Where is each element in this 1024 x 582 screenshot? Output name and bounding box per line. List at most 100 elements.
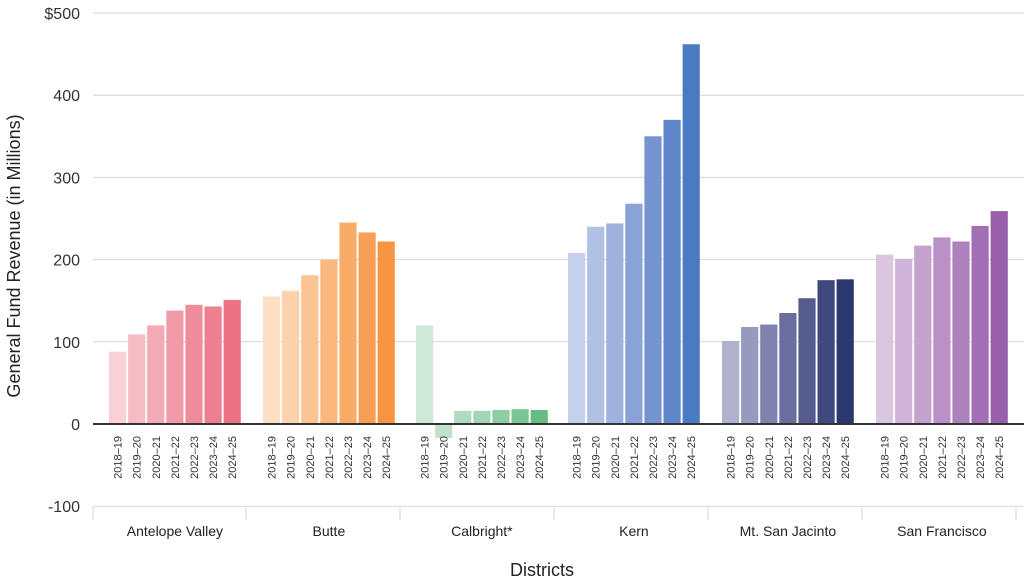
district-label: Antelope Valley — [127, 523, 223, 539]
year-tick-label: 2019–20 — [591, 436, 603, 479]
bar — [454, 410, 472, 424]
year-tick-label: 2021–22 — [477, 436, 489, 479]
year-tick-label: 2024–25 — [994, 436, 1006, 479]
year-tick-label: 2024–25 — [534, 436, 546, 479]
year-tick-label: 2023–24 — [975, 436, 987, 479]
bar — [990, 211, 1008, 424]
district-labels: Antelope Valley Butte Calbright* Kern Mt. Sa… — [127, 523, 987, 539]
bar — [377, 241, 395, 424]
district-label: Mt. San Jacinto — [740, 523, 837, 539]
bar — [914, 245, 932, 424]
year-tick-label: 2020–21 — [151, 436, 163, 479]
year-tick-label: 2023–24 — [667, 436, 679, 479]
bar — [741, 327, 759, 424]
year-tick-label: 2021–22 — [937, 436, 949, 479]
year-tick-label: 2020–21 — [305, 436, 317, 479]
year-tick-label: 2020–21 — [610, 436, 622, 479]
y-tick-label: 100 — [53, 335, 80, 352]
y-axis-tick-labels: $500 400 300 200 100 0 -100 — [44, 6, 80, 516]
year-tick-label: 2018–19 — [267, 436, 279, 479]
bar — [282, 290, 300, 424]
year-tick-label: 2018–19 — [420, 436, 432, 479]
group-separators — [92, 507, 1017, 520]
bar — [625, 203, 643, 424]
y-axis-title: General Fund Revenue (in Millions) — [4, 114, 24, 397]
year-tick-label: 2018–19 — [726, 436, 738, 479]
bar — [663, 119, 681, 425]
y-tick-label: 200 — [53, 253, 80, 270]
bar — [128, 334, 146, 424]
district-label: San Francisco — [897, 523, 987, 539]
bar — [682, 44, 700, 425]
bar — [263, 296, 281, 424]
bar — [760, 324, 778, 424]
bar — [511, 409, 529, 424]
bar — [817, 280, 835, 424]
bar — [223, 299, 241, 424]
year-tick-labels: 2018–19 2019–20 2020–21 2021–22 2022–23 2023–… — [113, 436, 1007, 479]
bar — [606, 223, 624, 424]
y-tick-label: -100 — [48, 499, 80, 516]
year-tick-label: 2018–19 — [880, 436, 892, 479]
year-tick-label: 2021–22 — [783, 436, 795, 479]
bar — [644, 136, 662, 425]
year-tick-label: 2023–24 — [362, 436, 374, 479]
bar — [952, 241, 970, 424]
bar — [109, 351, 127, 424]
bar — [722, 340, 740, 424]
bar — [530, 410, 548, 424]
bar — [204, 306, 222, 424]
year-tick-label: 2019–20 — [132, 436, 144, 479]
district-label: Calbright* — [451, 523, 513, 539]
year-tick-label: 2021–22 — [629, 436, 641, 479]
year-tick-label: 2020–21 — [918, 436, 930, 479]
year-tick-label: 2022–23 — [648, 436, 660, 479]
year-tick-label: 2024–25 — [381, 436, 393, 479]
year-tick-label: 2021–22 — [324, 436, 336, 479]
bar — [166, 310, 184, 424]
bar — [895, 258, 913, 424]
year-tick-label: 2022–23 — [189, 436, 201, 479]
district-label: Kern — [619, 523, 649, 539]
year-tick-label: 2023–24 — [821, 436, 833, 479]
year-tick-label: 2022–23 — [496, 436, 508, 479]
year-tick-label: 2019–20 — [286, 436, 298, 479]
year-tick-label: 2023–24 — [208, 436, 220, 479]
year-tick-label: 2019–20 — [899, 436, 911, 479]
bar — [301, 275, 319, 424]
year-tick-label: 2022–23 — [802, 436, 814, 479]
year-tick-label: 2021–22 — [170, 436, 182, 479]
bar — [836, 279, 854, 424]
year-tick-label: 2018–19 — [572, 436, 584, 479]
year-tick-label: 2020–21 — [458, 436, 470, 479]
year-tick-label: 2019–20 — [439, 436, 451, 479]
bar — [798, 298, 816, 424]
district-label: Butte — [313, 523, 346, 539]
bar — [416, 325, 434, 424]
bar — [971, 225, 989, 424]
bar — [320, 259, 338, 424]
y-tick-label: 400 — [53, 88, 80, 105]
bar — [779, 313, 797, 424]
bar — [185, 304, 203, 424]
year-tick-label: 2022–23 — [343, 436, 355, 479]
bar — [147, 325, 165, 424]
year-tick-label: 2023–24 — [515, 436, 527, 479]
bar — [587, 226, 605, 424]
y-tick-label: 300 — [53, 170, 80, 187]
year-tick-label: 2022–23 — [956, 436, 968, 479]
y-tick-label: 0 — [71, 417, 80, 434]
bar — [876, 254, 894, 424]
bar — [435, 424, 453, 438]
year-tick-label: 2020–21 — [764, 436, 776, 479]
bar — [568, 253, 586, 424]
bar — [933, 237, 951, 424]
x-axis-title: Districts — [510, 560, 574, 580]
year-tick-label: 2019–20 — [745, 436, 757, 479]
y-tick-label: $500 — [44, 6, 80, 23]
year-tick-label: 2024–25 — [840, 436, 852, 479]
year-tick-label: 2018–19 — [113, 436, 125, 479]
year-tick-label: 2024–25 — [227, 436, 239, 479]
bar — [358, 232, 376, 424]
